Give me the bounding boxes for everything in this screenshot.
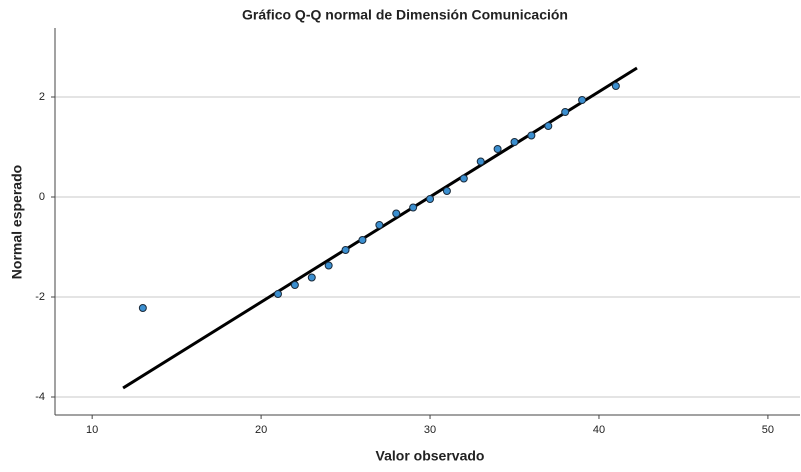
data-point [578,96,587,104]
data-point [510,138,519,146]
data-point [358,236,367,244]
data-point [476,157,485,166]
data-point [409,203,418,212]
y-tick-label: 2 [39,91,45,103]
data-point [611,82,620,90]
x-tick-label: 20 [255,424,267,436]
y-axis-label: Normal esperado [9,165,25,279]
x-tick-label: 50 [762,424,774,436]
chart-title: Gráfico Q-Q normal de Dimensión Comunica… [242,7,568,23]
data-point [493,145,502,153]
y-tick-label: 0 [39,191,45,203]
data-point [426,195,435,203]
x-tick-label: 10 [86,424,98,436]
data-point [459,174,468,183]
data-point [138,304,147,312]
x-tick-label: 30 [424,424,436,436]
data-point [307,273,316,282]
data-point [527,131,536,140]
y-tick-label: -2 [35,291,45,303]
data-point [375,221,384,229]
y-tick-label: -4 [35,391,45,403]
data-point [442,187,451,195]
data-point [392,209,401,218]
x-tick-label: 40 [593,424,605,436]
data-point [544,122,553,130]
data-point [290,281,299,289]
data-point [273,290,282,298]
data-point [561,108,570,116]
x-axis-label: Valor observado [376,448,485,464]
data-point [341,246,350,254]
data-point [324,261,333,270]
